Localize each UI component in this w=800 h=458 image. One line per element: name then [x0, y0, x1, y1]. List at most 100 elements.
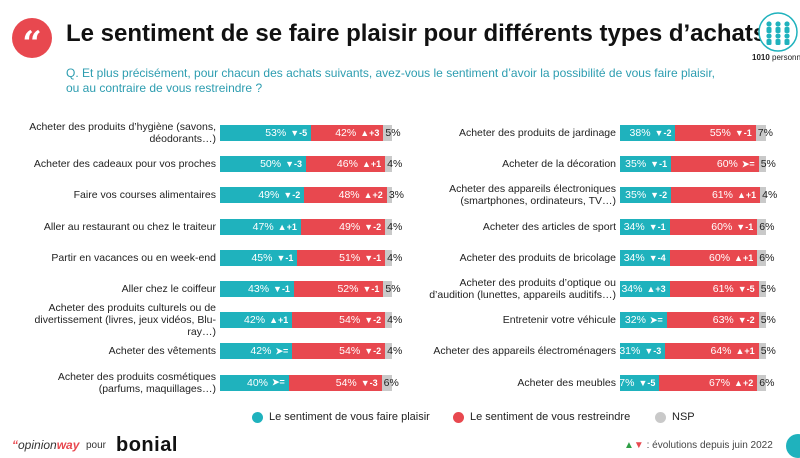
category-label: Acheter des produits culturels ou de div…: [34, 302, 216, 339]
legend-label: Le sentiment de vous faire plaisir: [269, 411, 430, 423]
nsp-label: 3%: [388, 189, 405, 202]
data-label: 63%: [712, 314, 734, 327]
nsp-label: 4%: [387, 251, 403, 264]
data-label: 54%: [339, 345, 361, 358]
bonial-logo: bonial: [116, 434, 178, 456]
evolution-label: ▼-2: [654, 128, 672, 138]
data-label: 60%: [709, 251, 731, 264]
chart-row: Acheter des meubles27%▼-567%▲+26%: [0, 368, 800, 398]
evolution-label: ▼-5: [638, 377, 656, 388]
bar-plaisir: 40% ➤=: [220, 374, 289, 391]
bar-plaisir: 35% ▼-1: [620, 156, 672, 173]
bar-restreindre: 60% ➤=: [671, 156, 759, 173]
bar-restreindre: 52% ▼-1: [293, 281, 384, 297]
evolution-label: ▲+1: [269, 315, 289, 326]
legend-swatch: [453, 411, 464, 423]
bar-nsp: [758, 281, 766, 297]
bar-plaisir: 50% ▼-3: [220, 156, 306, 173]
chart-row: Aller chez le coiffeur 43% ▼-1 52% ▼-1 5%: [0, 274, 800, 304]
data-label: 34%: [623, 220, 645, 233]
bar-restreindre: 64% ▲+1: [665, 343, 759, 360]
nsp-label: 4%: [387, 158, 403, 171]
evolution-label: ▼-1: [734, 128, 752, 138]
bar-nsp: [385, 312, 392, 329]
bar-restreindre: 54% ▼-2: [292, 343, 386, 360]
bar-plaisir: 38% ▼-2: [620, 125, 676, 141]
bar-restreindre: 60% ▲+1: [669, 249, 758, 266]
evolution-label: ▼-1: [276, 252, 294, 263]
legend-label: Le sentiment de vous restreindre: [470, 411, 631, 423]
bar-restreindre: 67% ▲+2: [659, 374, 758, 391]
bar-restreindre: 54% ▼-3: [288, 374, 382, 391]
evolution-note: ▲▼ : évolutions depuis juin 2022: [624, 440, 773, 451]
chart-row: Partir en vacances ou en week-end 45% ▼-1 5…: [0, 243, 800, 273]
category-label: Acheter des articles de sport: [482, 220, 616, 233]
nsp-label: 4%: [387, 314, 403, 327]
bar-restreindre: 61% ▲+1: [671, 187, 761, 204]
page-badge: [786, 434, 800, 458]
bar-nsp: [385, 249, 392, 266]
category-label: Acheter de la décoration: [502, 158, 616, 171]
category-label: Aller au restaurant ou chez le traiteur: [43, 220, 216, 233]
evolution-label: ▼-2: [737, 315, 755, 326]
evolution-label: ▼-5: [737, 284, 755, 294]
category-label: Acheter des vêtements: [108, 345, 216, 358]
data-label: 46%: [336, 158, 358, 171]
bar-plaisir: 31% ▼-3: [620, 343, 666, 360]
people-icon: [758, 12, 798, 52]
nsp-label: 5%: [760, 345, 776, 358]
bar-nsp: [755, 125, 766, 141]
chart-row: Acheter des articles de sport 34% ▼-1 60% ▼-…: [0, 212, 800, 242]
data-label: 42%: [244, 314, 266, 327]
evolution-label: ▲+1: [734, 252, 754, 263]
evolution-label: ▼-2: [283, 190, 301, 201]
data-label: 54%: [339, 314, 361, 327]
evolution-label: ▲+1: [736, 190, 757, 201]
bar-restreindre: 49% ▼-2: [300, 218, 386, 235]
category-label: Entretenir votre véhicule: [502, 314, 616, 327]
bar-plaisir: 34% ▲+3: [620, 281, 670, 297]
chart-legend: Le sentiment de vous faire plaisir Le se…: [0, 411, 800, 427]
data-label: 53%: [265, 127, 287, 139]
chart-row: Acheter des produits cosmétiques (parfum…: [0, 368, 800, 398]
nsp-label: 6%: [759, 220, 775, 233]
evolution-label: ▼-2: [364, 221, 382, 232]
bar-restreindre: 54% ▼-2: [292, 312, 386, 329]
category-label: Acheter des produits d’optique ou d’audi…: [429, 277, 616, 301]
evolution-label: ➤=: [649, 314, 663, 325]
data-label: 49%: [339, 220, 361, 233]
evolution-label: ▼-2: [364, 346, 382, 357]
question-text: Q. Et plus précisément, pour chacun des …: [66, 66, 715, 95]
legend-item-restreindre: Le sentiment de vous restreindre: [453, 411, 630, 423]
evolution-label: ▼-2: [364, 315, 382, 326]
category-label: Acheter des produits de bricolage: [459, 251, 616, 264]
bar-nsp: [758, 343, 766, 360]
quote-badge: “: [12, 18, 52, 64]
bar-restreindre: 63% ▼-2: [666, 312, 759, 329]
chart-row: Faire vos courses alimentaires 49% ▼-2 48% ▲…: [0, 180, 800, 210]
bar-restreindre: 46% ▲+1: [306, 156, 386, 173]
bar-plaisir: 45% ▼-1: [220, 249, 298, 266]
legend-swatch: [655, 411, 666, 423]
quote-icon: “: [22, 24, 42, 64]
bar-restreindre: 55% ▼-1: [675, 125, 756, 141]
chart-row: Acheter des appareils électroménagers 31%…: [0, 336, 800, 366]
category-label: Faire vos courses alimentaires: [73, 189, 216, 202]
evolution-label: ▲+2: [363, 190, 383, 201]
evolution-label: ▲+1: [361, 159, 382, 170]
data-label: 32%: [624, 314, 646, 327]
data-label: 60%: [711, 220, 733, 233]
nsp-label: 5%: [760, 314, 776, 327]
nsp-label: 4%: [762, 189, 778, 202]
bar-plaisir: 42% ▲+1: [220, 312, 293, 329]
legend-item-nsp: NSP: [655, 411, 695, 423]
chart-row: Acheter des cadeaux pour vos proches 50% ▼…: [0, 149, 800, 179]
bar-nsp: [386, 187, 392, 204]
evolution-label: ▼-1: [364, 252, 382, 263]
data-label: 54%: [335, 376, 357, 389]
bar-nsp: [385, 156, 392, 173]
opinionway-logo: “opinionway: [12, 438, 80, 452]
data-label: 40%: [246, 376, 268, 389]
nsp-label: 5%: [760, 158, 776, 171]
down-arrow-icon: ▼: [633, 440, 644, 451]
